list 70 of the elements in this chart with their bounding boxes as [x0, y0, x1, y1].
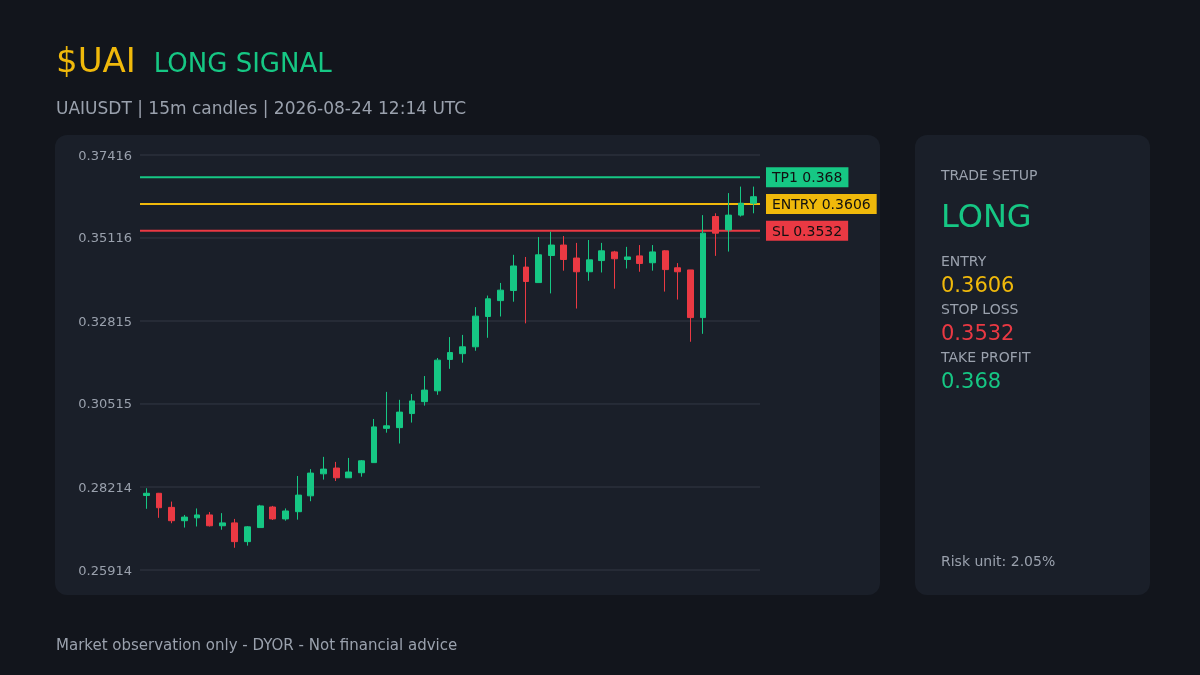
text: TAKE PROFIT	[941, 349, 1031, 365]
candlestick	[674, 262, 681, 301]
text: Market observation only - DYOR - Not financial advice	[56, 636, 458, 654]
candlestick	[573, 242, 580, 310]
candlestick	[687, 269, 694, 343]
candlestick	[725, 192, 732, 253]
candlestick	[206, 511, 213, 527]
ref-line-label: ENTRY 0.3606	[772, 195, 871, 212]
candlestick	[282, 507, 289, 522]
candlestick	[194, 507, 200, 527]
candlestick	[624, 246, 631, 270]
text: ENTRY	[941, 253, 987, 269]
candlestick	[662, 249, 669, 293]
candlestick	[738, 186, 744, 218]
candlestick	[231, 518, 238, 549]
text: Risk unit: 2.05%	[941, 553, 1056, 569]
candlestick	[371, 418, 377, 464]
candlestick	[345, 457, 352, 479]
candlestick	[333, 461, 340, 482]
y-tick-label: 0.32815	[78, 313, 132, 329]
candlestick	[459, 334, 466, 364]
text: UAIUSDT | 15m candles | 2026-08-24 12:14 UTC	[56, 98, 467, 118]
y-tick-label: 0.30515	[78, 396, 132, 412]
candlestick	[421, 375, 428, 407]
y-tick-label: 0.35116	[78, 230, 132, 246]
candlestick	[485, 295, 491, 339]
candlestick	[396, 399, 403, 444]
candlestick	[409, 393, 415, 424]
candlestick	[497, 282, 504, 317]
candlestick	[156, 492, 162, 519]
candlestick	[143, 487, 150, 510]
candlestick	[548, 231, 555, 294]
text: TRADE SETUP	[941, 167, 1038, 183]
candlestick	[750, 186, 757, 214]
y-tick-label: 0.28214	[78, 479, 132, 495]
candlestick	[257, 504, 264, 529]
text: 0.368	[941, 369, 1002, 393]
candlestick	[358, 459, 365, 478]
candlestick	[295, 475, 302, 521]
candlestick	[586, 239, 593, 282]
text: 0.3606	[941, 273, 1015, 297]
candlestick	[535, 236, 542, 284]
candlestick	[383, 391, 390, 434]
candlestick	[598, 242, 605, 273]
candlestick	[611, 250, 618, 290]
candlestick	[434, 357, 441, 396]
candlestick	[636, 244, 643, 273]
text: STOP LOSS	[941, 301, 1019, 317]
candlestick	[472, 306, 479, 352]
y-tick-label: 0.25914	[78, 562, 132, 578]
candlestick	[447, 336, 453, 370]
candlestick	[168, 501, 175, 524]
text: 0.3532	[941, 321, 1015, 345]
candlestick	[560, 235, 567, 272]
candlestick	[219, 512, 226, 531]
chart-subtitle: LONG SIGNAL	[153, 48, 332, 78]
chart-title: $UAI	[56, 40, 136, 80]
candlestick	[244, 525, 251, 547]
candlestick	[269, 505, 276, 521]
ref-line-label: TP1 0.368	[771, 169, 843, 186]
candlestick	[523, 256, 529, 324]
ref-line-label: SL 0.3532	[772, 222, 843, 239]
candlestick	[700, 214, 706, 335]
candlestick	[181, 514, 188, 529]
y-tick-label: 0.37416	[78, 147, 132, 163]
candlestick	[320, 456, 327, 481]
candlestick	[307, 468, 314, 502]
candlestick	[510, 254, 517, 303]
text: LONG	[941, 197, 1032, 235]
candlestick	[649, 244, 656, 272]
